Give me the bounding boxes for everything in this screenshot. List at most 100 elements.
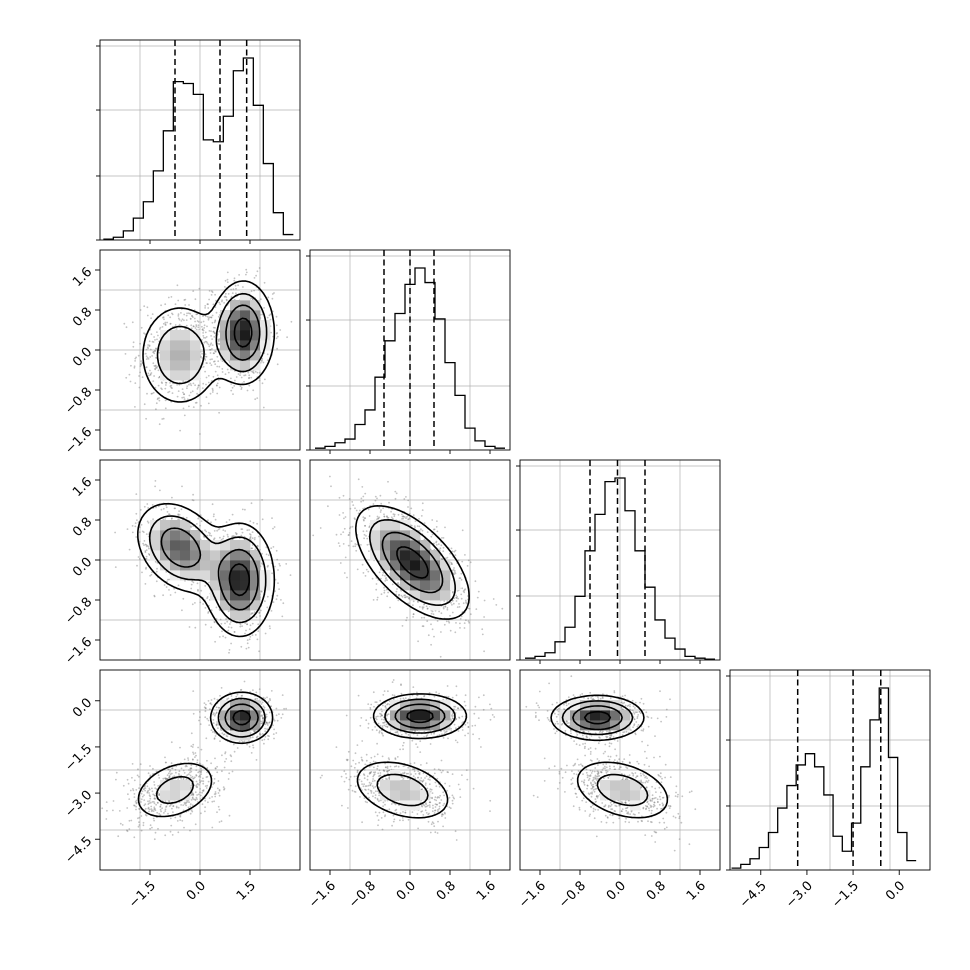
scatter-point (158, 351, 161, 354)
scatter-point (435, 544, 438, 546)
density-cell (220, 330, 231, 341)
scatter-point (267, 296, 270, 299)
scatter-point (225, 298, 228, 301)
scatter-point (372, 503, 375, 505)
scatter-point (347, 544, 350, 547)
scatter-point (243, 374, 246, 377)
scatter-point (114, 531, 116, 534)
scatter-point (235, 287, 237, 290)
scatter-point (460, 578, 463, 581)
scatter-point (192, 406, 195, 408)
scatter-point (209, 316, 211, 319)
scatter-point (158, 777, 161, 779)
scatter-point (391, 583, 394, 586)
scatter-point (244, 374, 247, 377)
scatter-point (337, 542, 340, 544)
scatter-point (144, 583, 147, 585)
scatter-point (367, 508, 370, 511)
scatter-point (204, 355, 207, 358)
scatter-point (150, 573, 153, 576)
scatter-point (181, 388, 184, 390)
scatter-point (206, 784, 209, 787)
scatter-point (226, 271, 229, 274)
scatter-point (146, 392, 148, 395)
scatter-point (155, 803, 158, 806)
scatter-point (351, 501, 354, 503)
scatter-point (152, 380, 155, 382)
scatter-point (196, 392, 199, 395)
scatter-point (422, 625, 425, 628)
scatter-point (261, 518, 264, 521)
scatter-point (177, 777, 180, 780)
scatter-point (131, 531, 134, 534)
scatter-point (161, 807, 164, 810)
scatter-point (435, 541, 437, 544)
scatter-point (251, 622, 254, 625)
scatter-point (248, 384, 251, 387)
scatter-point (157, 802, 159, 804)
scatter-point (433, 635, 435, 638)
scatter-point (177, 317, 180, 320)
scatter-point (223, 788, 225, 791)
scatter-point (156, 338, 158, 341)
scatter-point (153, 781, 156, 783)
scatter-point (397, 513, 400, 516)
density-cell (260, 330, 271, 341)
scatter-point (215, 299, 217, 302)
scatter-point (211, 314, 214, 317)
scatter-point (203, 341, 206, 344)
scatter-point (218, 338, 221, 340)
scatter-point (203, 327, 206, 329)
scatter-point (164, 324, 167, 326)
scatter-point (395, 492, 398, 495)
scatter-point (453, 569, 456, 572)
scatter-point (208, 298, 211, 301)
scatter-point (179, 746, 181, 749)
scatter-point (260, 360, 263, 362)
density-cell (220, 600, 231, 611)
density-cell (160, 340, 171, 351)
scatter-point (158, 399, 161, 402)
scatter-point (170, 384, 173, 387)
histogram-series-0 (103, 57, 294, 240)
scatter-point (156, 365, 159, 368)
scatter-point (210, 534, 213, 537)
scatter-point (162, 316, 165, 319)
density-cell (410, 560, 421, 571)
scatter-point (183, 826, 185, 829)
density-cell (200, 570, 211, 581)
scatter-point (404, 516, 406, 518)
scatter-point (147, 372, 150, 375)
scatter-point (147, 789, 150, 792)
scatter-point (186, 387, 188, 390)
scatter-point (171, 387, 173, 389)
scatter-point (145, 568, 147, 570)
scatter-point (362, 572, 365, 574)
scatter-point (212, 389, 214, 392)
density-cell (240, 350, 251, 361)
scatter-point (476, 596, 479, 599)
scatter-point (191, 603, 194, 606)
scatter-point (202, 382, 205, 385)
density-cell (200, 540, 211, 551)
scatter-point (212, 515, 215, 518)
scatter-point (188, 801, 191, 804)
scatter-point (186, 385, 189, 387)
scatter-point (240, 386, 243, 389)
scatter-point (223, 766, 226, 769)
scatter-point (144, 787, 147, 790)
scatter-point (289, 574, 292, 576)
scatter-point (245, 271, 248, 274)
scatter-point (200, 520, 203, 522)
scatter-point (241, 531, 244, 534)
scatter-point (432, 528, 435, 531)
scatter-point (426, 531, 429, 533)
scatter-point (148, 800, 151, 802)
scatter-point (141, 376, 144, 379)
scatter-point (230, 377, 232, 380)
scatter-point (243, 380, 245, 383)
scatter-point (202, 790, 205, 792)
scatter-point (158, 328, 161, 330)
scatter-point (151, 801, 154, 803)
scatter-point (271, 293, 274, 295)
